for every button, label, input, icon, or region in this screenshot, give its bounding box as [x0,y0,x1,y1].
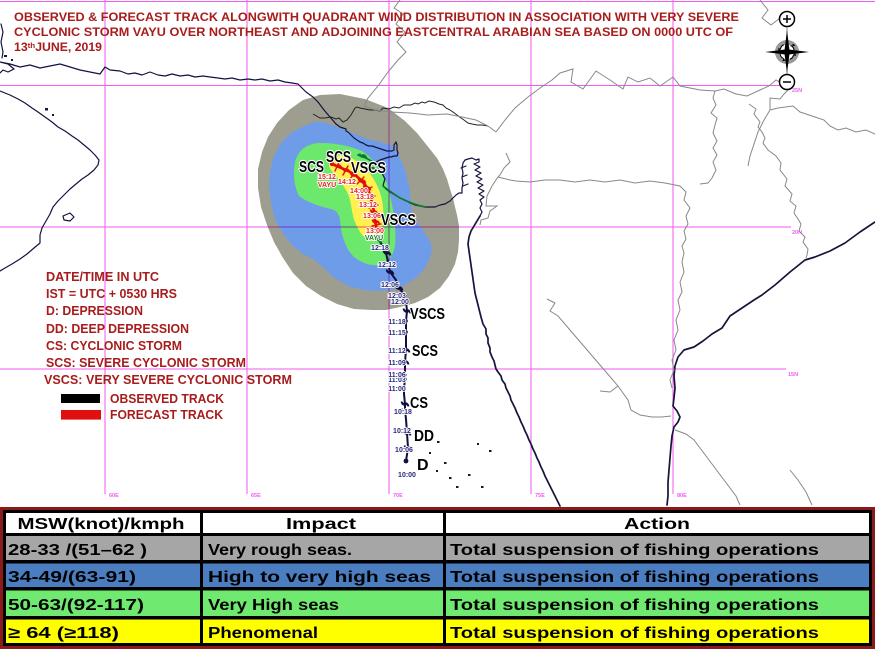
svg-text:10:18: 10:18 [394,409,412,416]
svg-text:CS: CS [410,395,428,412]
svg-text:11:12: 11:12 [388,348,406,355]
svg-text:Very rough seas.: Very rough seas. [208,542,352,559]
svg-text:20N: 20N [792,230,802,236]
svg-text:Very High seas: Very High seas [208,597,339,614]
svg-text:13:06: 13:06 [363,213,381,220]
svg-text:VAYU: VAYU [318,182,336,189]
svg-text:DATE/TIME IN UTC: DATE/TIME IN UTC [46,269,160,284]
svg-text:15N: 15N [788,372,798,378]
svg-text:12:12: 12:12 [378,262,396,269]
svg-text:11:03: 11:03 [388,377,406,384]
svg-text:CYCLONIC STORM VAYU OVER NORTH: CYCLONIC STORM VAYU OVER NORTHEAST AND A… [14,27,733,39]
svg-text:VAYU: VAYU [365,235,383,242]
svg-text:OBSERVED TRACK: OBSERVED TRACK [110,391,225,406]
svg-text:CS: CYCLONIC STORM: CS: CYCLONIC STORM [46,338,182,353]
svg-text:11:09: 11:09 [388,360,406,367]
svg-text:Total suspension of fishing op: Total suspension of fishing operations [450,597,819,614]
svg-text:75E: 75E [535,493,545,499]
svg-text:65E: 65E [251,493,261,499]
svg-text:12:00: 12:00 [391,299,409,306]
svg-text:50-63/(92-117): 50-63/(92-117) [8,597,144,614]
svg-text:≥ 64 (≥118): ≥ 64 (≥118) [8,625,119,642]
svg-text:25N: 25N [792,88,802,94]
svg-text:FORECAST TRACK: FORECAST TRACK [110,407,224,422]
svg-text:VSCS: VSCS [381,212,416,229]
svg-text:12:03: 12:03 [388,293,406,300]
svg-text:Action: Action [624,516,690,533]
svg-text:SCS: SCS [326,149,351,166]
svg-text:VSCS: VSCS [410,306,445,323]
svg-text:VSCS: VERY SEVERE CYCLONIC STO: VSCS: VERY SEVERE CYCLONIC STORM [44,372,292,387]
svg-text:10:00: 10:00 [398,472,416,479]
svg-text:13:18: 13:18 [356,194,374,201]
svg-text:D: D [417,457,429,474]
svg-text:28-33 /(51–62 ): 28-33 /(51–62 ) [8,542,147,559]
svg-text:DD: DEEP DEPRESSION: DD: DEEP DEPRESSION [46,321,189,336]
svg-text:SCS: SCS [412,343,438,360]
svg-text:60E: 60E [109,493,119,499]
svg-text:10:06: 10:06 [395,447,413,454]
svg-text:D: DEPRESSION: D: DEPRESSION [46,303,143,318]
svg-text:14:00: 14:00 [350,188,368,195]
svg-text:Phenomenal: Phenomenal [208,625,318,642]
svg-text:11:06: 11:06 [388,372,406,379]
svg-text:IST = UTC + 0530 HRS: IST = UTC + 0530 HRS [46,286,177,301]
svg-text:Impact: Impact [286,516,356,533]
svg-text:SCS: SEVERE CYCLONIC STORM: SCS: SEVERE CYCLONIC STORM [46,355,246,370]
svg-text:13:12: 13:12 [359,202,377,209]
svg-text:DD: DD [414,428,434,445]
svg-text:80E: 80E [677,493,687,499]
svg-text:High to very high seas: High to very high seas [208,569,431,586]
svg-text:11:00: 11:00 [388,386,406,393]
svg-text:12:06: 12:06 [381,282,399,289]
svg-text:13:00: 13:00 [366,228,384,235]
svg-text:11:15: 11:15 [388,330,406,337]
svg-text:Total suspension of fishing op: Total suspension of fishing operations [450,542,819,559]
svg-text:15:12: 15:12 [318,174,336,181]
svg-text:13thJUNE, 2019: 13thJUNE, 2019 [14,41,102,54]
svg-text:MSW(knot)/kmph: MSW(knot)/kmph [18,516,185,533]
svg-text:34-49/(63-91): 34-49/(63-91) [8,569,136,586]
svg-text:70E: 70E [393,493,403,499]
svg-text:Total suspension of fishing op: Total suspension of fishing operations [450,569,819,586]
svg-text:VSCS: VSCS [351,160,386,177]
svg-text:SCS: SCS [299,159,324,176]
svg-text:14:12: 14:12 [338,179,356,186]
svg-text:12:18: 12:18 [371,245,389,252]
svg-text:10:12: 10:12 [393,428,411,435]
svg-text:Total suspension of fishing op: Total suspension of fishing operations [450,625,819,642]
svg-text:11:18: 11:18 [388,319,406,326]
svg-text:OBSERVED & FORECAST TRACK ALON: OBSERVED & FORECAST TRACK ALONGWITH QUAD… [14,12,739,24]
